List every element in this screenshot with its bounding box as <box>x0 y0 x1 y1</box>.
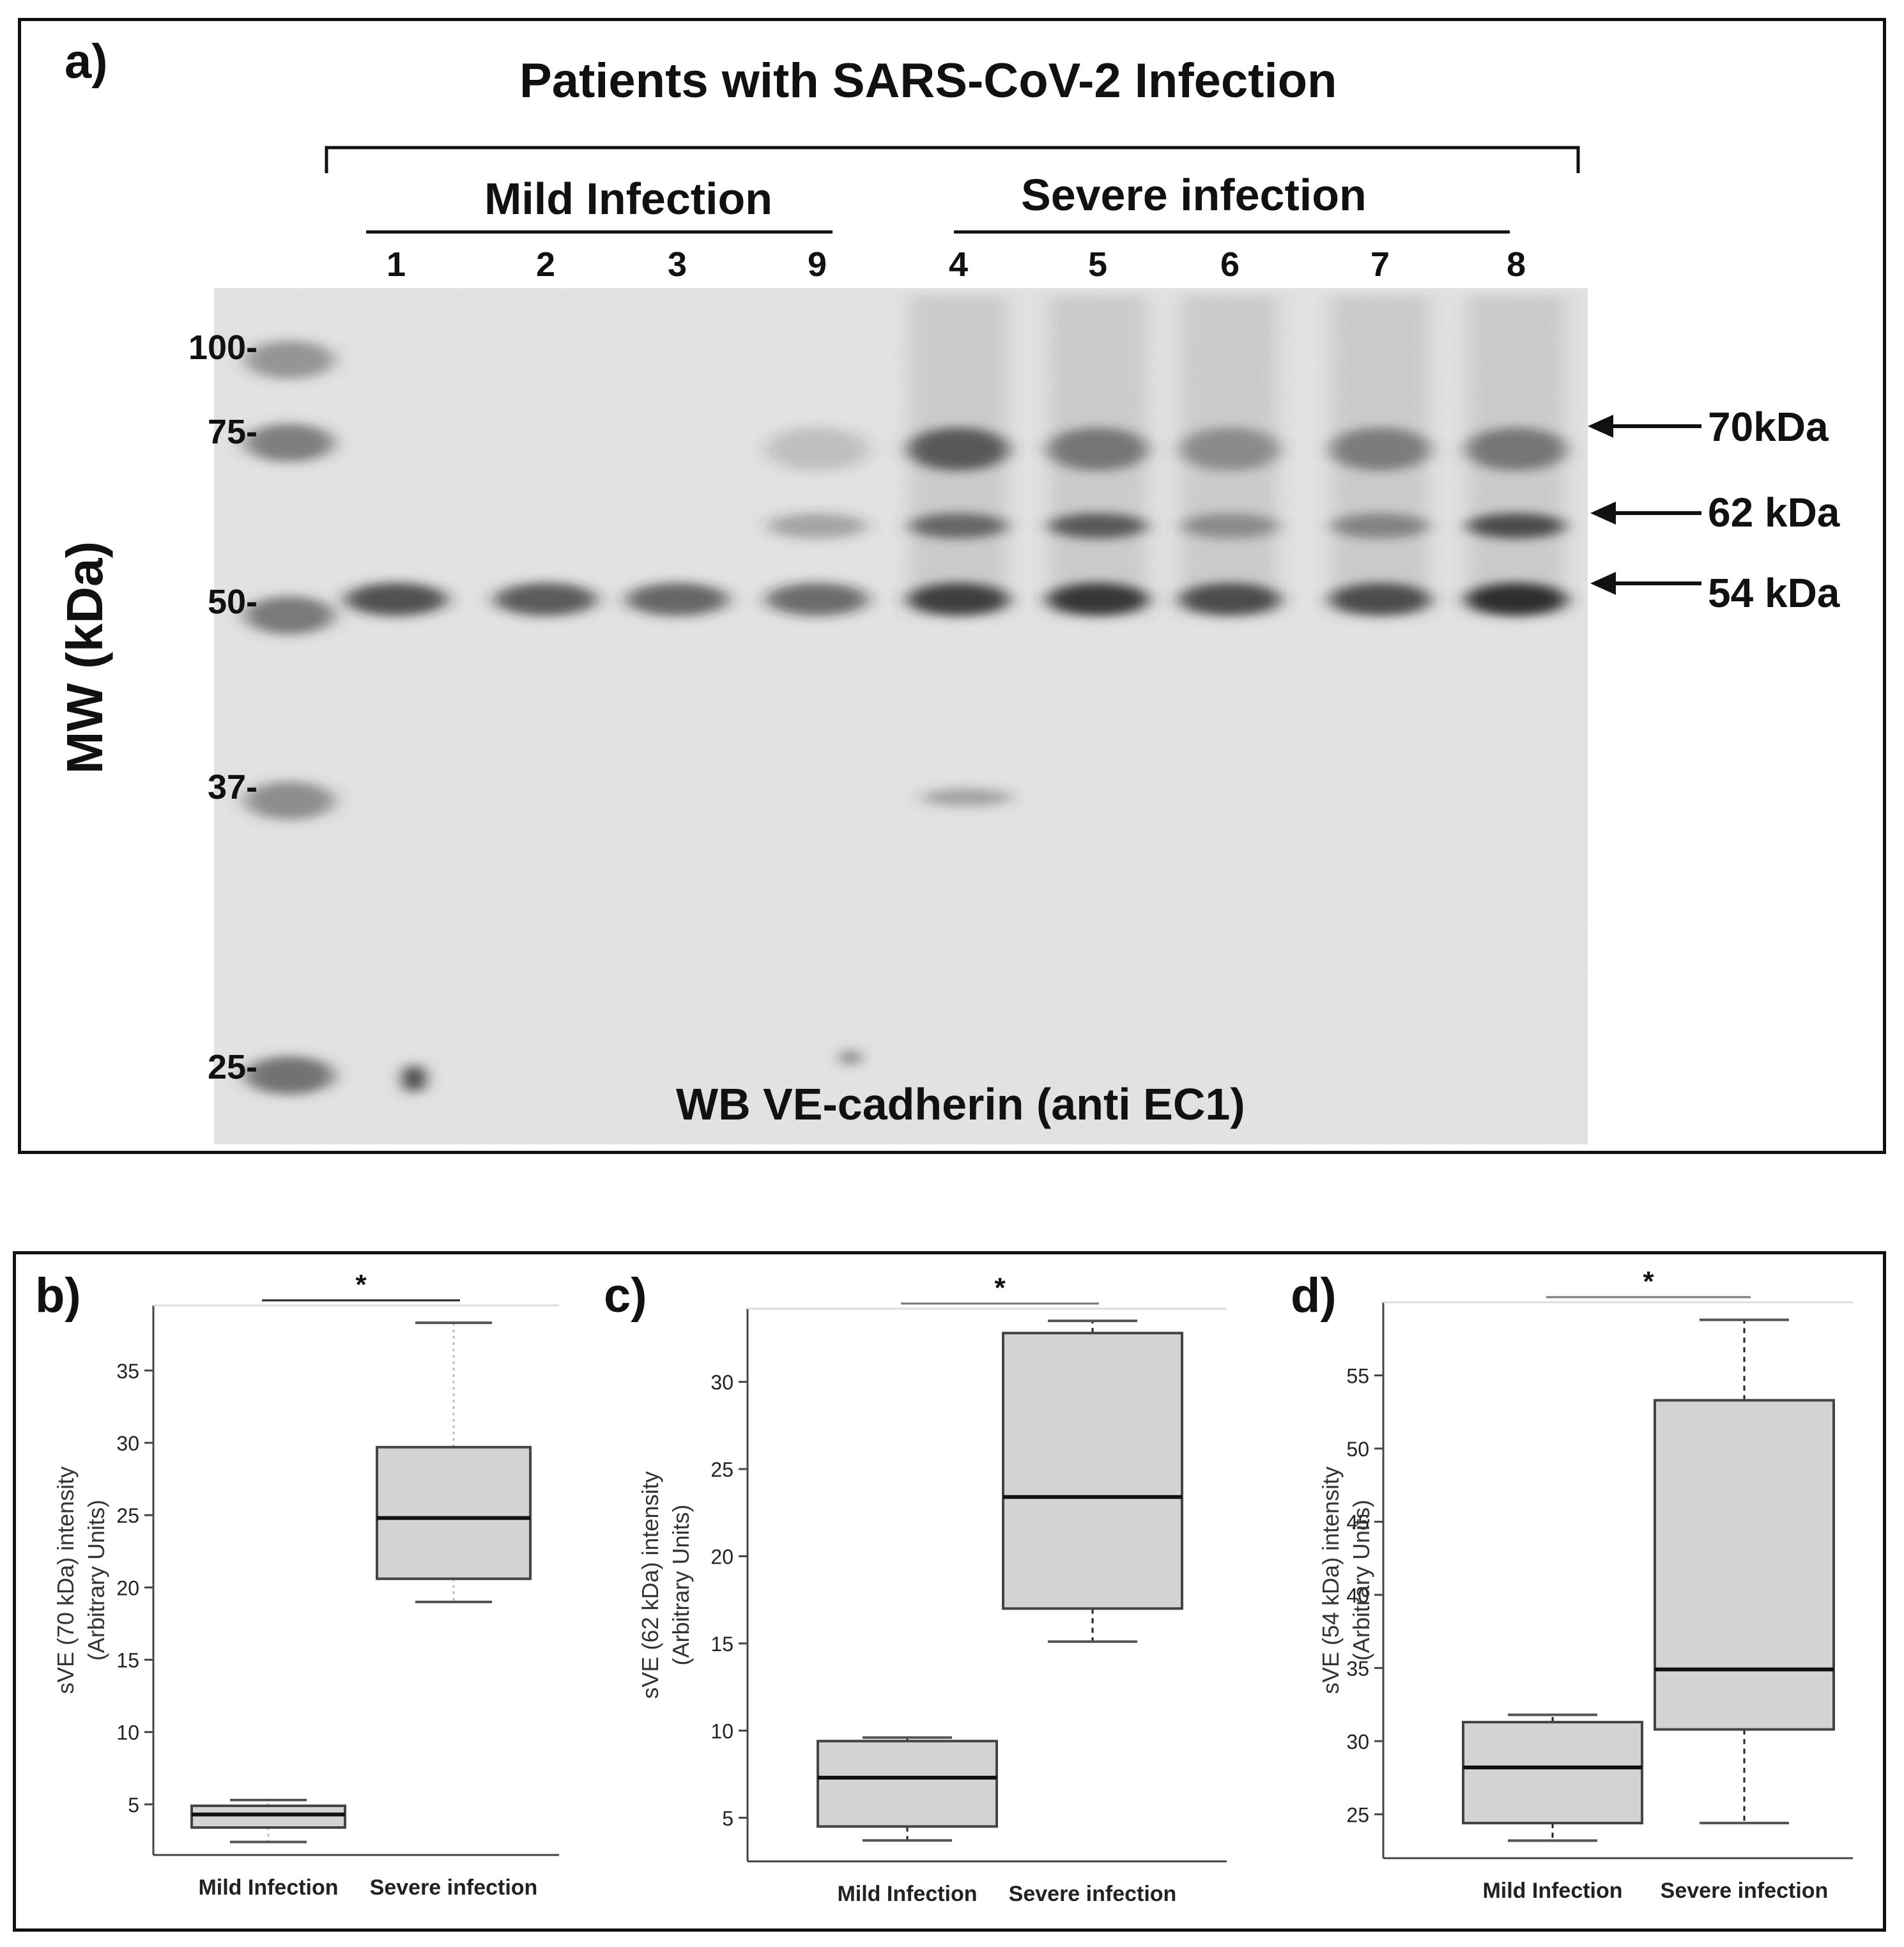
boxplot-0: b) 5 10 15 20 25 30 35 sVE (70 kDa) intensity (Ar… <box>35 1268 559 1900</box>
ladder-band <box>245 781 334 820</box>
y-tick-label: 55 <box>1346 1364 1369 1387</box>
x-category-label: Severe infection <box>370 1875 538 1900</box>
box-iqr <box>1462 1721 1643 1825</box>
y-tick-label: 20 <box>116 1576 139 1599</box>
band-54kda <box>495 583 597 616</box>
lane-smear <box>910 296 1006 615</box>
y-axis-label: (Arbitrary Units) <box>83 1500 109 1661</box>
y-axis-label: sVE (54 kDa) intensity <box>1317 1466 1344 1694</box>
mw-marker-50: 50- <box>207 583 257 621</box>
band-label-54: 54 kDa <box>1708 570 1840 616</box>
group-label-severe: Severe infection <box>1021 170 1367 220</box>
western-blot-panel: a) Patients with SARS-CoV-2 Infection <box>18 18 1886 1154</box>
y-tick-label: 45 <box>1346 1511 1369 1534</box>
blot-title: Patients with SARS-CoV-2 Infection <box>519 54 1337 108</box>
mw-marker-37: 37- <box>207 768 257 806</box>
panel-letter: c) <box>604 1268 647 1323</box>
blot-svg <box>214 146 1701 1144</box>
lane-number: 6 <box>1220 245 1240 284</box>
y-tick-label: 25 <box>710 1458 733 1481</box>
band-70kda <box>766 427 868 471</box>
band-54kda <box>626 583 728 616</box>
y-tick-label: 10 <box>116 1721 139 1744</box>
y-tick-label: 50 <box>1346 1438 1369 1461</box>
band-37kda <box>922 789 1011 806</box>
blot-spot <box>405 1065 423 1093</box>
lane-smear <box>1332 296 1428 615</box>
ladder-band <box>245 341 334 379</box>
band-arrows <box>1588 415 1701 595</box>
y-axis-label: sVE (70 kDa) intensity <box>52 1466 79 1694</box>
box-iqr <box>1654 1399 1835 1731</box>
boxplot-panels: b) 5 10 15 20 25 30 35 sVE (70 kDa) intensity (Ar… <box>13 1251 1886 1932</box>
band-label-70: 70kDa <box>1708 404 1829 450</box>
y-tick-label: 25 <box>116 1504 139 1527</box>
y-axis-label: (Arbitrary Units) <box>1348 1500 1374 1661</box>
significance-star: * <box>1643 1266 1654 1297</box>
mw-marker-25: 25- <box>207 1048 257 1086</box>
lane-number: 2 <box>535 245 556 284</box>
y-tick-label: 30 <box>116 1432 139 1455</box>
panel-letter: b) <box>35 1268 81 1323</box>
lane-number: 5 <box>1087 245 1108 284</box>
mw-marker-75: 75- <box>207 413 257 451</box>
significance-star: * <box>355 1269 367 1300</box>
lane-number: 8 <box>1506 245 1526 284</box>
panel-letter: d) <box>1291 1268 1337 1323</box>
lane-number: 9 <box>807 245 827 284</box>
lane-smear <box>1050 296 1146 615</box>
x-category-label: Mild Infection <box>198 1875 338 1900</box>
mw-marker-100: 100- <box>188 328 257 367</box>
box-iqr <box>376 1445 532 1580</box>
blot-spot <box>845 1050 856 1065</box>
y-tick-label: 40 <box>1346 1584 1369 1607</box>
y-tick-label: 15 <box>710 1633 733 1656</box>
box-iqr <box>190 1805 346 1829</box>
band-54kda <box>345 583 447 616</box>
x-category-label: Severe infection <box>1661 1879 1829 1903</box>
y-tick-label: 5 <box>722 1807 733 1830</box>
y-axis-label: sVE (62 kDa) intensity <box>637 1471 663 1698</box>
y-tick-label: 30 <box>710 1371 733 1394</box>
y-tick-label: 20 <box>710 1545 733 1568</box>
significance-star: * <box>994 1272 1006 1304</box>
lane-smear <box>1182 296 1278 615</box>
box-iqr <box>1002 1332 1183 1610</box>
lane-smear <box>1468 296 1564 615</box>
ladder-band <box>245 1056 334 1095</box>
y-axis-label: (Arbitrary Units) <box>668 1504 694 1665</box>
patients-bracket <box>325 146 1580 173</box>
y-tick-label: 30 <box>1346 1730 1369 1753</box>
lane-number: 4 <box>948 245 969 284</box>
ladder-band <box>245 424 334 462</box>
blot-footer: WB VE-cadherin (anti EC1) <box>676 1079 1245 1129</box>
mw-axis-label: MW (kDa) <box>56 541 113 774</box>
y-tick-label: 15 <box>116 1649 139 1672</box>
x-category-label: Severe infection <box>1009 1882 1177 1906</box>
band-54kda <box>766 583 868 616</box>
group-label-mild: Mild Infection <box>484 174 773 224</box>
ladder-band <box>245 596 334 635</box>
lane-number: 1 <box>386 245 406 284</box>
x-category-label: Mild Infection <box>837 1882 977 1906</box>
box-iqr <box>817 1739 998 1828</box>
x-category-label: Mild Infection <box>1482 1879 1622 1903</box>
lane-number: 7 <box>1370 245 1390 284</box>
lane-number: 3 <box>667 245 687 284</box>
y-tick-label: 25 <box>1346 1803 1369 1826</box>
y-tick-label: 5 <box>128 1794 139 1817</box>
y-tick-label: 35 <box>1346 1657 1369 1680</box>
band-label-62: 62 kDa <box>1708 489 1840 535</box>
panel-letter-a: a) <box>65 35 108 89</box>
blot-bands <box>245 296 1567 1095</box>
band-62kda <box>767 513 867 539</box>
boxplot-2: d) 25 30 35 40 45 50 55 sVE (54 kDa) intensity (A… <box>1291 1266 1853 1903</box>
y-tick-label: 10 <box>710 1720 733 1743</box>
boxplot-1: c) 5 10 15 20 25 30 sVE (62 kDa) intensity (Arbi… <box>604 1268 1227 1906</box>
y-tick-label: 35 <box>116 1360 139 1383</box>
